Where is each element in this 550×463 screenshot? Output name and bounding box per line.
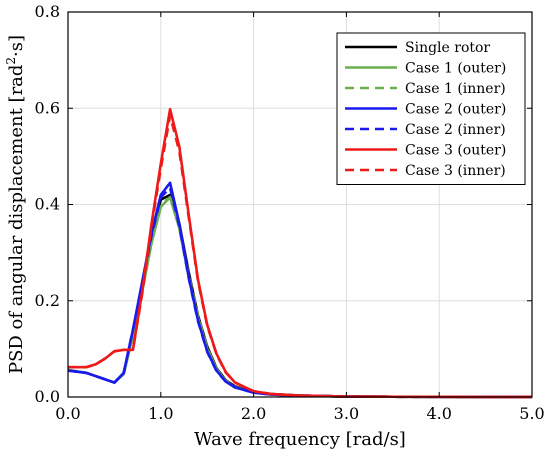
series-line <box>67 195 533 399</box>
legend-label: Case 3 (inner) <box>405 163 506 179</box>
x-tick-label: 5.0 <box>519 404 544 423</box>
y-axis-label-tail: ·s] <box>6 35 27 57</box>
y-axis-label-main: PSD of angular displacement [rad <box>6 65 27 374</box>
x-tick-label: 4.0 <box>426 404 451 423</box>
y-tick-label: 0.6 <box>35 98 60 117</box>
legend-label: Case 2 (inner) <box>405 122 506 138</box>
x-axis-label: Wave frequency [rad/s] <box>194 429 406 450</box>
axis-ticks: 0.0 1.0 2.0 3.0 4.0 5.0 0.0 0.2 0.4 0.6 0.8 <box>35 2 545 423</box>
legend: Single rotor Case 1 (outer) Case 1 (inner)… <box>336 32 526 185</box>
series-line <box>67 181 533 399</box>
legend-label: Case 2 (outer) <box>405 102 506 118</box>
y-axis-label-sup: 2 <box>4 57 18 65</box>
y-tick-label: 0.2 <box>35 291 60 310</box>
y-tick-label: 0.0 <box>35 387 60 406</box>
legend-label: Single rotor <box>405 40 490 56</box>
legend-label: Case 3 (outer) <box>405 143 506 159</box>
legend-label: Case 1 (outer) <box>405 61 506 77</box>
x-tick-label: 3.0 <box>334 404 359 423</box>
series-line <box>67 195 533 399</box>
series-line <box>67 193 533 399</box>
x-tick-label: 1.0 <box>148 404 173 423</box>
y-tick-label: 0.4 <box>35 195 60 214</box>
x-tick-label: 0.0 <box>55 404 80 423</box>
x-tick-label: 2.0 <box>241 404 266 423</box>
series-line <box>67 186 533 399</box>
y-tick-label: 0.8 <box>35 2 60 21</box>
series-line <box>68 114 533 399</box>
plot-series <box>67 107 533 399</box>
y-axis-label: PSD of angular displacement [rad2·s] <box>4 35 27 374</box>
legend-label: Case 1 (inner) <box>405 81 506 97</box>
